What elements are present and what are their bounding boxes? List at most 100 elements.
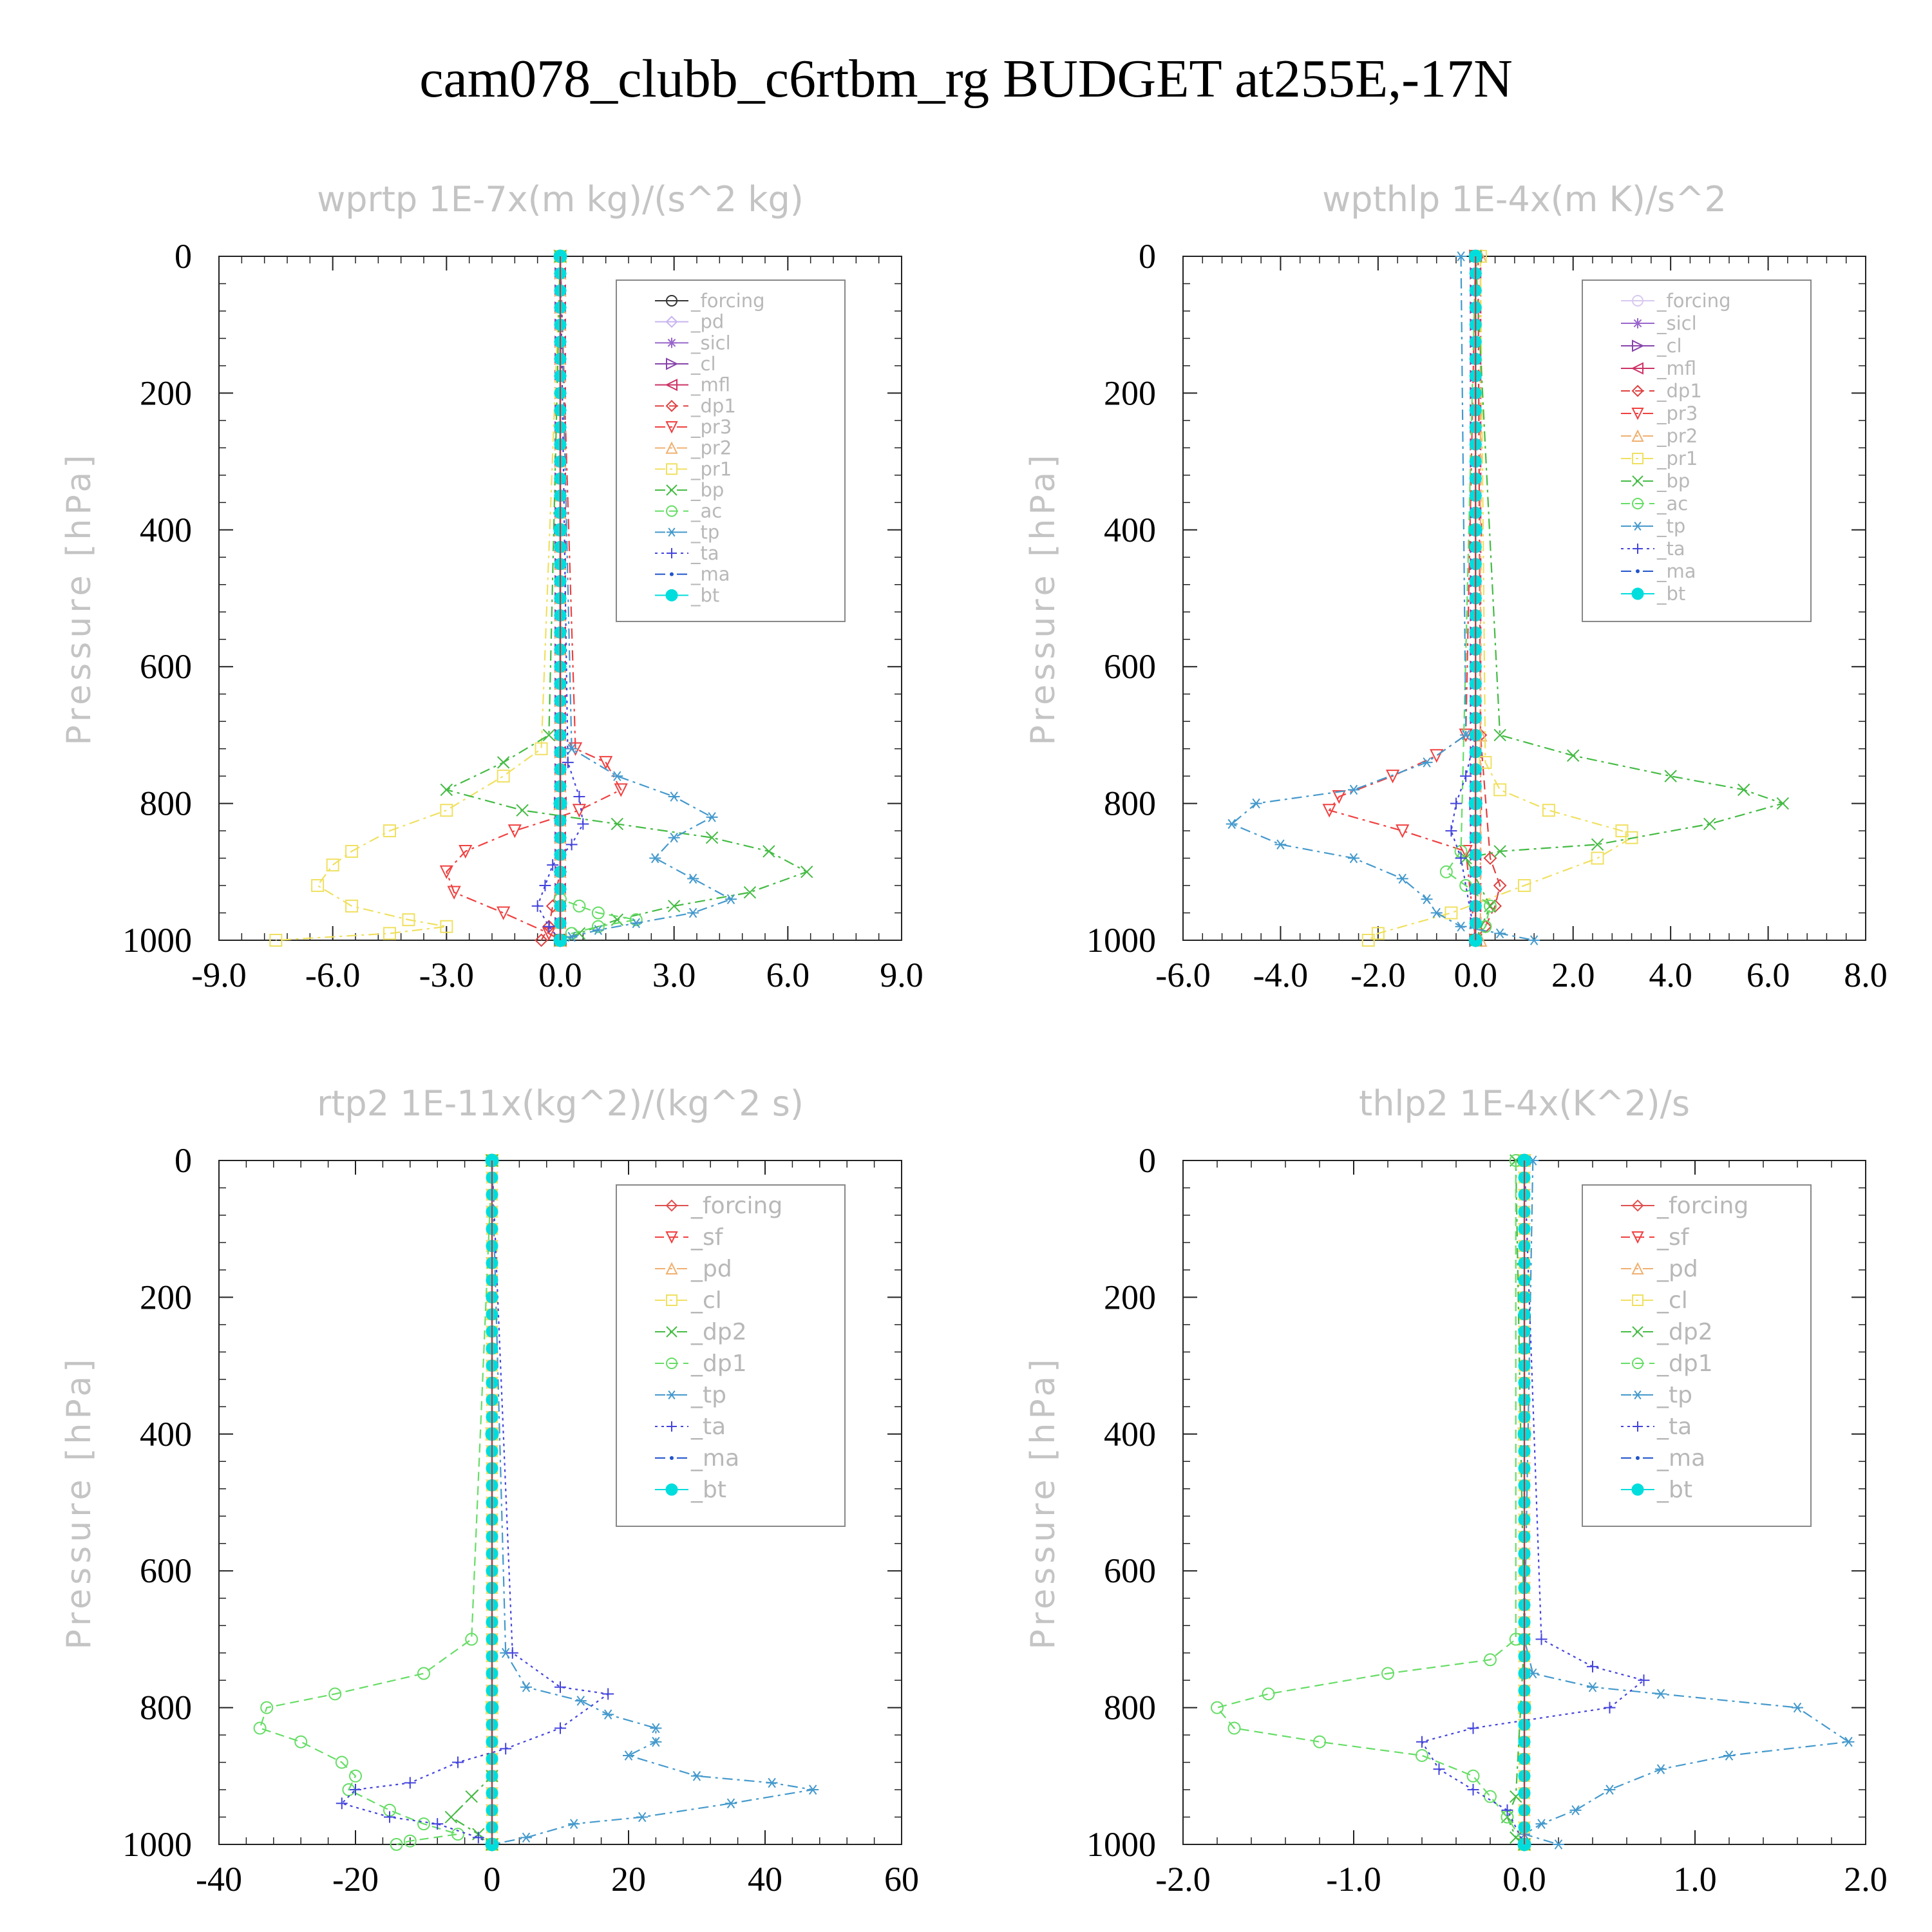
data-point xyxy=(762,845,775,858)
legend-entry-ta: _ta xyxy=(1621,1414,1692,1440)
data-point xyxy=(1484,899,1497,913)
data-point xyxy=(1792,1702,1803,1713)
legend-label: _ta xyxy=(1656,1414,1692,1440)
data-point xyxy=(1604,1701,1616,1714)
legend-label: _pd xyxy=(690,1256,732,1282)
legend-entry-mfl: _mfl xyxy=(1621,357,1696,379)
data-point xyxy=(260,1701,274,1714)
data-point xyxy=(1430,749,1444,763)
legend: _forcing _sf _pd _cl _dp2 _dp1 _tp _ta _ma _bt xyxy=(616,1184,846,1527)
data-point xyxy=(1535,1633,1548,1645)
panel-3: rtp2 1E-11x(kg^2)/(kg^2 s) Pressure [hPa]… xyxy=(60,1083,919,1899)
legend-label: _pd xyxy=(1656,1256,1698,1282)
y-tick-label: 600 xyxy=(1104,647,1156,686)
legend-marker xyxy=(665,1483,678,1496)
legend-label: _pr3 xyxy=(690,416,732,438)
data-point xyxy=(1493,845,1506,858)
data-point xyxy=(1501,1804,1513,1816)
legend-label: _dp1 xyxy=(1656,1350,1713,1377)
data-point xyxy=(636,1812,649,1823)
data-point xyxy=(345,844,359,858)
legend-marker xyxy=(665,399,678,412)
data-point xyxy=(1371,927,1385,940)
data-point xyxy=(562,756,574,768)
y-axis-label: Pressure [hPa] xyxy=(1024,451,1063,746)
data-point xyxy=(573,790,585,802)
legend-marker xyxy=(670,572,674,576)
data-point xyxy=(1483,851,1497,865)
panel-title: thlp2 1E-4x(K^2)/s xyxy=(1359,1083,1690,1124)
legend-entry-pr1: _pr1 xyxy=(1621,448,1698,469)
data-point xyxy=(611,771,623,781)
data-point xyxy=(403,1834,417,1848)
x-tick-label: 8.0 xyxy=(1844,956,1888,994)
data-point xyxy=(1528,935,1540,945)
data-point xyxy=(497,906,511,920)
panel-2: wpthlp 1E-4x(m K)/s^2 Pressure [hPa] -6.0 -… xyxy=(1024,179,1888,994)
y-tick-label: 400 xyxy=(1104,1415,1156,1454)
legend-entry-ma: _ma xyxy=(1621,560,1696,582)
panel-title: rtp2 1E-11x(kg^2)/(kg^2 s) xyxy=(317,1083,804,1124)
data-point xyxy=(1385,770,1400,784)
data-point xyxy=(554,1722,566,1734)
legend-marker xyxy=(667,1421,677,1432)
legend-label: _dp1 xyxy=(1656,380,1702,402)
y-tick-label: 800 xyxy=(1104,784,1156,823)
legend-label: _pr2 xyxy=(1656,425,1698,447)
series-line xyxy=(1445,256,1492,941)
data-point xyxy=(1348,784,1359,795)
x-tick-label: 40 xyxy=(748,1860,782,1899)
legend-entry-tp: _tp xyxy=(655,521,719,543)
legend-label: _ac xyxy=(1656,493,1688,515)
legend-marker xyxy=(1632,1326,1643,1338)
legend-marker xyxy=(665,441,678,454)
legend-entry-ma: _ma xyxy=(655,564,730,585)
legend-entry-bp: _bp xyxy=(655,479,724,501)
data-point xyxy=(611,817,624,831)
legend-entry-pr3: _pr3 xyxy=(655,416,732,438)
series-bp xyxy=(440,250,813,947)
data-point xyxy=(1493,878,1507,893)
data-point xyxy=(1842,1736,1855,1747)
legend-entry-dp1: _dp1 xyxy=(655,1350,747,1377)
series-pr3 xyxy=(1322,250,1482,948)
legend-entry-cl: _cl xyxy=(655,353,716,375)
legend-marker xyxy=(665,1199,678,1212)
series-tp xyxy=(554,251,737,945)
data-point xyxy=(565,927,578,940)
series-line xyxy=(450,1160,493,1845)
data-point xyxy=(1445,825,1457,837)
series-pr1 xyxy=(269,250,567,947)
data-point xyxy=(417,1667,430,1680)
legend-entry-ma: _ma xyxy=(655,1445,739,1472)
legend-label: _pr1 xyxy=(1656,448,1698,469)
legend-entry-tp: _tp xyxy=(655,1382,726,1408)
data-point xyxy=(444,1810,458,1824)
legend-marker xyxy=(665,316,678,328)
data-point xyxy=(294,1735,308,1748)
data-point xyxy=(602,1688,614,1700)
legend-marker xyxy=(665,1231,678,1244)
data-point xyxy=(1493,783,1507,797)
series-dp1 xyxy=(253,1154,498,1851)
data-point xyxy=(439,865,453,880)
x-tick-label: 0.0 xyxy=(1454,956,1498,994)
legend-marker xyxy=(667,337,677,348)
legend-marker xyxy=(1631,1262,1644,1274)
data-point xyxy=(1466,1769,1480,1783)
data-point xyxy=(630,918,642,929)
legend-entry-dp1: _dp1 xyxy=(655,395,736,417)
legend-entry-forcing: _forcing xyxy=(655,1193,782,1219)
data-point xyxy=(543,920,555,933)
data-point xyxy=(472,1832,484,1844)
legend-label: _sf xyxy=(690,1224,724,1251)
legend-marker xyxy=(1633,318,1643,328)
series-line xyxy=(446,256,622,941)
data-point xyxy=(520,1681,532,1692)
series-ta xyxy=(336,1155,614,1850)
x-tick-label: 0.0 xyxy=(1502,1860,1546,1899)
legend-marker xyxy=(670,1456,674,1460)
legend-marker xyxy=(666,295,677,307)
x-tick-label: 0 xyxy=(484,1860,501,1899)
data-point xyxy=(465,1633,478,1646)
